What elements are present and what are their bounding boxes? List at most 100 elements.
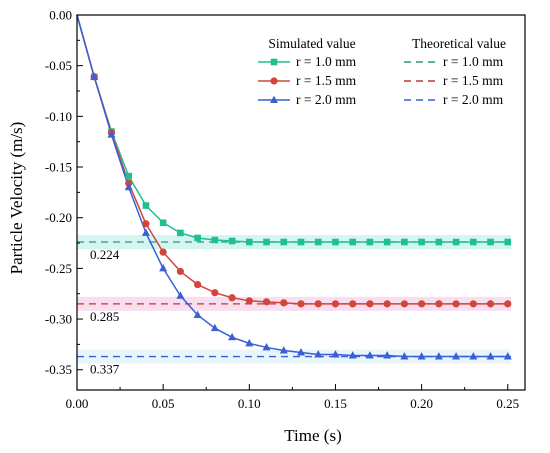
- series-2-point: [331, 300, 340, 308]
- series-3-point: [486, 352, 495, 360]
- axis-ticks: [76, 14, 509, 390]
- series-2-point: [400, 300, 408, 308]
- series-2-point: [194, 280, 202, 289]
- legend-items: r = 1.0 mm r = 1.5 mm r = 2.0 mm r = 1.0 mm…: [258, 54, 504, 107]
- series-2-point: [486, 300, 495, 308]
- series-1-point: [280, 238, 288, 246]
- series-3-point: [314, 350, 323, 358]
- y-tick-label: -0.20: [45, 210, 72, 225]
- series-3-point: [262, 343, 271, 351]
- series-2-point: [435, 300, 443, 308]
- theoretical-annotations: 0.224 0.285 0.337: [90, 247, 120, 377]
- series-3-point: [348, 351, 357, 359]
- legend-theoretical-header: Theoretical value: [412, 36, 506, 51]
- y-tick-label: -0.30: [45, 312, 72, 327]
- series-1-point: [470, 238, 477, 246]
- series-3-point: [452, 352, 461, 360]
- legend: Simulated value Theoretical value r = 1.…: [258, 36, 506, 107]
- y-tick-label: -0.05: [45, 58, 72, 73]
- series-1-point: [194, 234, 201, 242]
- series-3-point: [469, 352, 478, 360]
- x-tick-label: 0.25: [496, 396, 519, 411]
- legend-simulated-label-3: r = 2.0 mm: [296, 92, 357, 107]
- x-tick-label: 0.05: [152, 396, 175, 411]
- series-1-point: [332, 238, 339, 246]
- series-2-point: [383, 300, 391, 308]
- series-1-point: [125, 172, 132, 180]
- series-2-point: [452, 300, 460, 308]
- series-1-point: [159, 219, 167, 227]
- series-2-point: [469, 300, 477, 308]
- legend-simulated-label-2: r = 1.5 mm: [296, 73, 357, 88]
- legend-simulated-header: Simulated value: [268, 36, 355, 51]
- x-tick-label: 0.15: [324, 396, 347, 411]
- series-1-point: [246, 238, 253, 246]
- series-3-point: [400, 352, 409, 360]
- series-3-point: [159, 263, 168, 272]
- series-1-point: [401, 238, 408, 246]
- theoretical-value-label-2: 0.285: [90, 309, 119, 324]
- tick-labels: 0.00 0.05 0.10 0.15 0.20 0.25 0.00 -0.05 -0.10 -0…: [45, 8, 519, 412]
- series-3-point: [193, 310, 202, 318]
- theoretical-value-label-3: 0.337: [90, 362, 120, 377]
- y-tick-label: -0.25: [45, 261, 72, 276]
- series-line-3: [76, 14, 508, 358]
- y-tick-label: -0.10: [45, 109, 72, 124]
- series-3-point: [434, 352, 443, 360]
- theoretical-bands: [77, 235, 511, 364]
- series-2-point: [314, 300, 322, 308]
- series-2-point: [280, 299, 288, 307]
- legend-theoretical-label-2: r = 1.5 mm: [443, 73, 504, 88]
- legend-simulated-marker-2: [270, 77, 278, 85]
- series-3-point: [503, 352, 512, 360]
- series-2-point: [245, 297, 253, 305]
- series-1-point: [263, 238, 270, 246]
- series-2-point: [176, 267, 184, 276]
- series-1-point: [418, 238, 425, 246]
- series-1-point: [366, 238, 374, 246]
- series-2-point: [366, 300, 374, 308]
- plot-frame: [76, 14, 526, 391]
- series-1-point: [487, 238, 494, 246]
- series-1-point: [504, 238, 512, 246]
- series-3-point: [331, 350, 340, 358]
- series-1-point: [177, 229, 184, 237]
- series-3-point: [107, 130, 116, 138]
- y-tick-label: -0.15: [45, 160, 72, 175]
- series-3-point: [210, 323, 219, 332]
- x-tick-label: 0.00: [66, 396, 89, 411]
- series-3-point: [141, 228, 150, 236]
- series-3-point: [245, 338, 254, 347]
- x-tick-label: 0.10: [238, 396, 261, 411]
- series-2-point: [159, 248, 167, 256]
- series-3-point: [124, 182, 133, 191]
- series-1-point: [383, 238, 391, 246]
- series-3-point: [279, 346, 288, 354]
- series-2-point: [418, 300, 426, 308]
- legend-simulated-marker-3: [270, 95, 278, 103]
- series-1-point: [314, 238, 322, 246]
- series-3-point: [90, 72, 99, 80]
- legend-simulated-label-1: r = 1.0 mm: [296, 54, 357, 69]
- series-2-point: [142, 220, 150, 228]
- series-2-point: [297, 300, 305, 308]
- series-1-point: [452, 238, 460, 246]
- series-1-point: [211, 236, 219, 244]
- series-1-point: [297, 238, 305, 246]
- legend-theoretical-label-1: r = 1.0 mm: [443, 54, 504, 69]
- series-3-point: [417, 352, 426, 360]
- series-1-point: [228, 237, 236, 245]
- y-axis-title: Particle Velocity (m/s): [7, 122, 26, 275]
- x-axis-title: Time (s): [284, 426, 341, 445]
- series-2-point: [262, 298, 271, 306]
- legend-theoretical-label-3: r = 2.0 mm: [443, 92, 504, 107]
- x-tick-label: 0.20: [410, 396, 433, 411]
- series-3-point: [365, 351, 374, 359]
- series-2-point: [504, 300, 512, 308]
- y-tick-label: -0.35: [45, 362, 72, 377]
- theoretical-value-label-1: 0.224: [90, 247, 120, 262]
- series-2-point: [211, 289, 219, 297]
- series-3-point: [228, 332, 237, 341]
- series-3-point: [383, 351, 392, 359]
